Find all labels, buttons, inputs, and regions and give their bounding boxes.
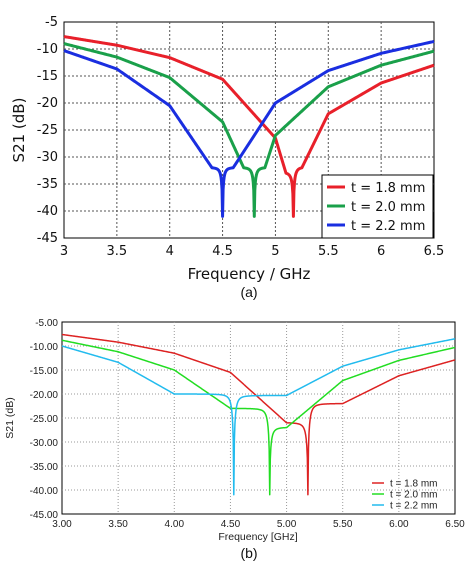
chart-a: 3 3.5 4 4.5 5 5.5 6 6.5 -5 -10 -15 -20 -25 -30 -35 -40 -… (10, 15, 444, 300)
x-axis-label-a: Frequency / GHz (188, 265, 311, 283)
x-tick-label: 5.50 (333, 519, 353, 530)
x-axis-label-b: Frequency [GHz] (218, 531, 297, 543)
legend-label-2: t = 2.0 mm (390, 490, 438, 501)
legend-label-3: t = 2.2 mm (390, 501, 438, 512)
y-tick-label: -25.00 (30, 414, 59, 425)
legend-b: t = 1.8 mmt = 2.0 mmt = 2.2 mm (372, 479, 438, 512)
y-tick-label: -40 (37, 204, 58, 219)
legend-label-1: t = 1.8 mm (351, 181, 425, 196)
x-tick-label: 4 (166, 244, 174, 259)
series-line-3 (63, 39, 435, 218)
y-tick-label: -45 (37, 231, 58, 246)
chart-b: 3.00 3.50 4.00 4.50 5.00 5.50 6.00 6.50 -5.00 -10… (4, 318, 465, 561)
y-tick-label: -10 (37, 42, 58, 57)
y-axis-label-a: S21 (dB) (10, 98, 28, 163)
y-tick-label: -30.00 (30, 438, 59, 449)
series-line-1 (61, 333, 456, 496)
x-tick-label: 4.00 (165, 519, 185, 530)
x-tick-label: 4.5 (212, 244, 233, 259)
legend-label-2: t = 2.0 mm (351, 200, 425, 215)
y-axis-label-b: S21 (dB) (4, 397, 16, 438)
caption-b: (b) (240, 545, 257, 561)
x-tick-label: 5 (271, 244, 279, 259)
legend-label-1: t = 1.8 mm (390, 479, 438, 490)
y-tick-label: -45.00 (30, 510, 59, 521)
y-tick-label: -15.00 (30, 366, 59, 377)
tick-labels-b: 3.00 3.50 4.00 4.50 5.00 5.50 6.00 6.50 -5.00 -10… (30, 318, 466, 530)
x-tick-label: 6 (377, 244, 385, 259)
series-line-2 (61, 339, 456, 496)
series-line-3 (61, 338, 456, 496)
x-tick-label: 6.00 (389, 519, 409, 530)
x-tick-label: 6.50 (445, 519, 465, 530)
y-tick-label: -35 (37, 177, 58, 192)
x-tick-label: 4.50 (221, 519, 241, 530)
legend-label-3: t = 2.2 mm (351, 219, 425, 234)
x-tick-label: 5.00 (277, 519, 297, 530)
y-tick-label: -15 (37, 69, 58, 84)
y-tick-label: -10.00 (30, 342, 59, 353)
y-tick-label: -30 (37, 150, 58, 165)
series-line-2 (63, 42, 435, 218)
y-tick-label: -25 (37, 123, 58, 138)
gridlines-b (62, 322, 455, 514)
legend-a: t = 1.8 mm t = 2.0 mm t = 2.2 mm (321, 174, 434, 239)
series-group-a (63, 35, 435, 218)
x-tick-label: 3 (60, 244, 68, 259)
x-tick-label: 3.00 (52, 519, 72, 530)
x-tick-label: 3.5 (107, 244, 128, 259)
caption-a: (a) (240, 284, 257, 300)
y-tick-label: -40.00 (30, 486, 59, 497)
y-tick-label: -35.00 (30, 462, 59, 473)
y-tick-label: -5.00 (35, 318, 58, 329)
y-tick-label: -5 (45, 15, 58, 30)
x-tick-label: 6.5 (424, 244, 445, 259)
y-tick-label: -20.00 (30, 390, 59, 401)
series-line-1 (63, 35, 435, 218)
series-group-b (61, 333, 456, 496)
tick-labels-a: 3 3.5 4 4.5 5 5.5 6 6.5 -5 -10 -15 -20 -25 -30 -35 -40 -… (37, 15, 445, 259)
x-tick-label: 3.50 (108, 519, 128, 530)
y-tick-label: -20 (37, 96, 58, 111)
x-tick-label: 5.5 (318, 244, 339, 259)
